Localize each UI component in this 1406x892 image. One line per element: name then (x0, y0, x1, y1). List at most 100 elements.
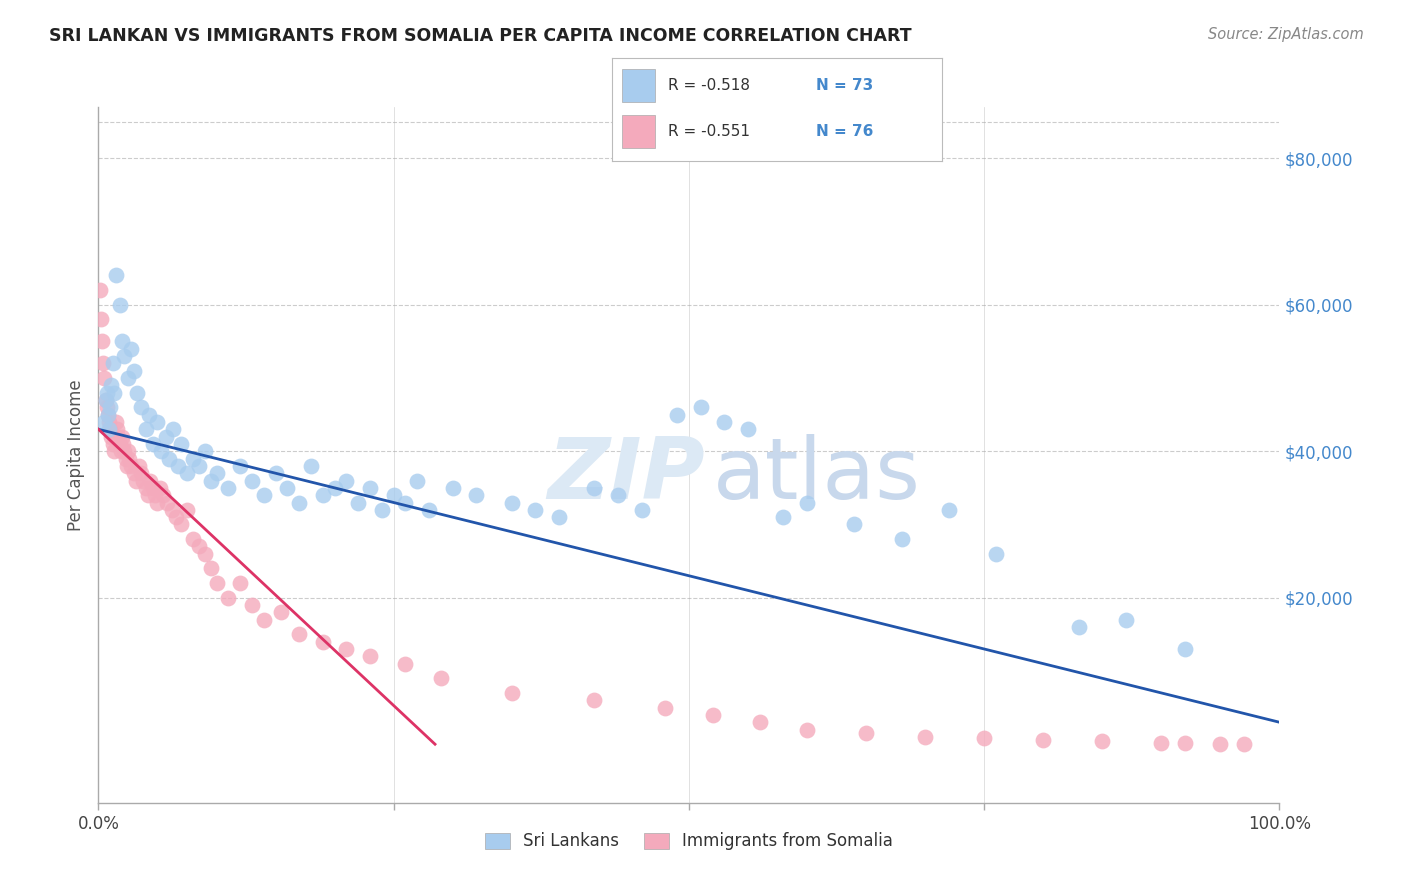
Point (217, 481, 239, 495)
Point (524, 503, 547, 517)
Point (125, 474, 148, 488)
Point (276, 481, 298, 495)
Point (98, 422, 121, 436)
Point (98, 415, 121, 429)
Point (91, 356, 114, 370)
Point (689, 401, 711, 415)
Point (122, 467, 145, 481)
Point (155, 429, 177, 443)
Point (100, 378, 122, 392)
Point (139, 474, 162, 488)
Point (359, 481, 381, 495)
Point (253, 613, 276, 627)
Point (105, 415, 128, 429)
Point (104, 429, 127, 443)
Point (111, 429, 134, 443)
Point (187, 458, 209, 473)
Point (121, 458, 143, 473)
Point (240, 598, 263, 612)
Point (128, 458, 150, 473)
Point (382, 488, 405, 502)
Point (205, 467, 228, 481)
Point (1209, 737, 1232, 751)
Point (105, 268, 128, 283)
Point (299, 458, 322, 473)
Point (855, 726, 877, 740)
Point (118, 451, 141, 466)
Point (94, 392, 117, 407)
Point (264, 467, 287, 481)
Point (394, 657, 416, 671)
Point (187, 540, 209, 554)
Point (890, 532, 912, 546)
Point (465, 488, 488, 502)
Point (441, 481, 464, 495)
Point (335, 474, 357, 488)
Point (702, 707, 724, 722)
Point (406, 474, 429, 488)
Point (288, 495, 311, 509)
Text: SRI LANKAN VS IMMIGRANTS FROM SOMALIA PER CAPITA INCOME CORRELATION CHART: SRI LANKAN VS IMMIGRANTS FROM SOMALIA PE… (49, 27, 912, 45)
Point (162, 422, 184, 436)
Point (136, 488, 159, 502)
Point (288, 627, 311, 641)
Legend: Sri Lankans, Immigrants from Somalia: Sri Lankans, Immigrants from Somalia (478, 826, 900, 857)
Point (94, 392, 117, 407)
Text: ZIP: ZIP (547, 434, 704, 517)
Point (100, 429, 122, 443)
Point (796, 723, 818, 737)
Point (142, 437, 165, 451)
Point (418, 503, 440, 517)
Point (93, 371, 115, 385)
Point (181, 532, 204, 546)
Point (548, 510, 571, 524)
Point (101, 437, 124, 451)
Point (165, 510, 187, 524)
Point (110, 444, 132, 458)
Text: R = -0.551: R = -0.551 (668, 124, 749, 139)
Point (142, 481, 165, 495)
Point (430, 671, 453, 685)
Point (200, 561, 222, 575)
Point (1032, 732, 1054, 747)
Point (1233, 737, 1256, 751)
Point (114, 451, 136, 466)
Point (91, 334, 114, 349)
Point (170, 437, 193, 451)
Point (127, 385, 149, 400)
Point (394, 495, 416, 509)
Point (108, 298, 131, 312)
Point (654, 700, 676, 714)
Point (98, 422, 121, 436)
Point (371, 503, 394, 517)
Point (347, 495, 370, 509)
Point (98, 401, 121, 415)
Point (312, 634, 335, 648)
Point (194, 444, 217, 458)
Point (501, 686, 523, 700)
Point (1091, 734, 1114, 748)
Point (97, 408, 120, 422)
Point (97, 408, 120, 422)
Point (713, 415, 735, 429)
Point (501, 495, 523, 509)
Point (323, 481, 346, 495)
Point (150, 444, 173, 458)
Point (1067, 620, 1090, 634)
Point (200, 474, 222, 488)
Point (973, 731, 995, 746)
Point (335, 642, 357, 657)
Point (1150, 736, 1173, 750)
Bar (621, 70, 655, 102)
Point (1174, 642, 1197, 657)
Point (205, 576, 228, 591)
Point (90, 312, 112, 326)
Point (796, 495, 818, 509)
Point (112, 444, 135, 458)
Point (132, 474, 155, 488)
Point (156, 495, 179, 509)
Point (108, 437, 131, 451)
Point (89, 283, 111, 297)
Point (630, 503, 652, 517)
Point (111, 334, 134, 349)
